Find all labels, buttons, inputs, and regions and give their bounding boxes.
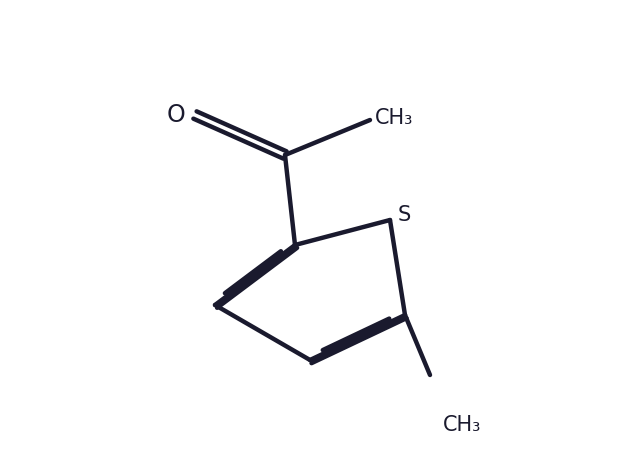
Text: CH₃: CH₃ (375, 108, 413, 128)
Text: O: O (166, 103, 185, 127)
Text: S: S (398, 205, 412, 225)
Text: CH₃: CH₃ (443, 415, 481, 435)
